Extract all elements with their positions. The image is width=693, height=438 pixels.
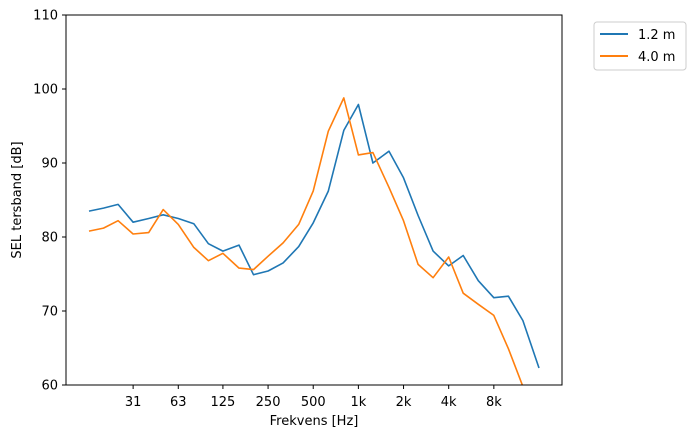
legend: 1.2 m 4.0 m — [593, 21, 687, 71]
x-tick-label: 63 — [170, 395, 187, 410]
x-axis-label: Frekvens [Hz] — [270, 414, 359, 429]
series-line-4-0-m — [88, 97, 524, 385]
y-tick-label: 80 — [41, 231, 58, 246]
y-axis-label: SEL tersband [dB] — [10, 141, 25, 258]
plot-frame — [65, 14, 563, 386]
series-layer — [88, 97, 540, 385]
x-tick-label: 2k — [396, 395, 412, 410]
x-tick-label: 500 — [301, 395, 326, 410]
x-tick-label: 8k — [486, 395, 502, 410]
y-tick-label: 90 — [41, 157, 58, 172]
legend-label-4-0m: 4.0 m — [638, 50, 675, 65]
y-tick-label: 110 — [33, 9, 58, 24]
legend-label-1-2m: 1.2 m — [638, 28, 675, 43]
y-tick-label: 70 — [41, 305, 58, 320]
x-axis: 31 63 125 250 500 1k 2k 4k 8k — [125, 385, 502, 410]
y-tick-label: 100 — [33, 83, 58, 98]
series-line-1-2-m — [88, 103, 540, 369]
x-tick-label: 4k — [441, 395, 457, 410]
y-axis: 60 70 80 90 100 110 — [33, 9, 66, 394]
x-tick-label: 1k — [350, 395, 366, 410]
x-tick-label: 31 — [125, 395, 142, 410]
x-tick-label: 125 — [211, 395, 236, 410]
x-tick-label: 250 — [256, 395, 281, 410]
y-tick-label: 60 — [41, 379, 58, 394]
